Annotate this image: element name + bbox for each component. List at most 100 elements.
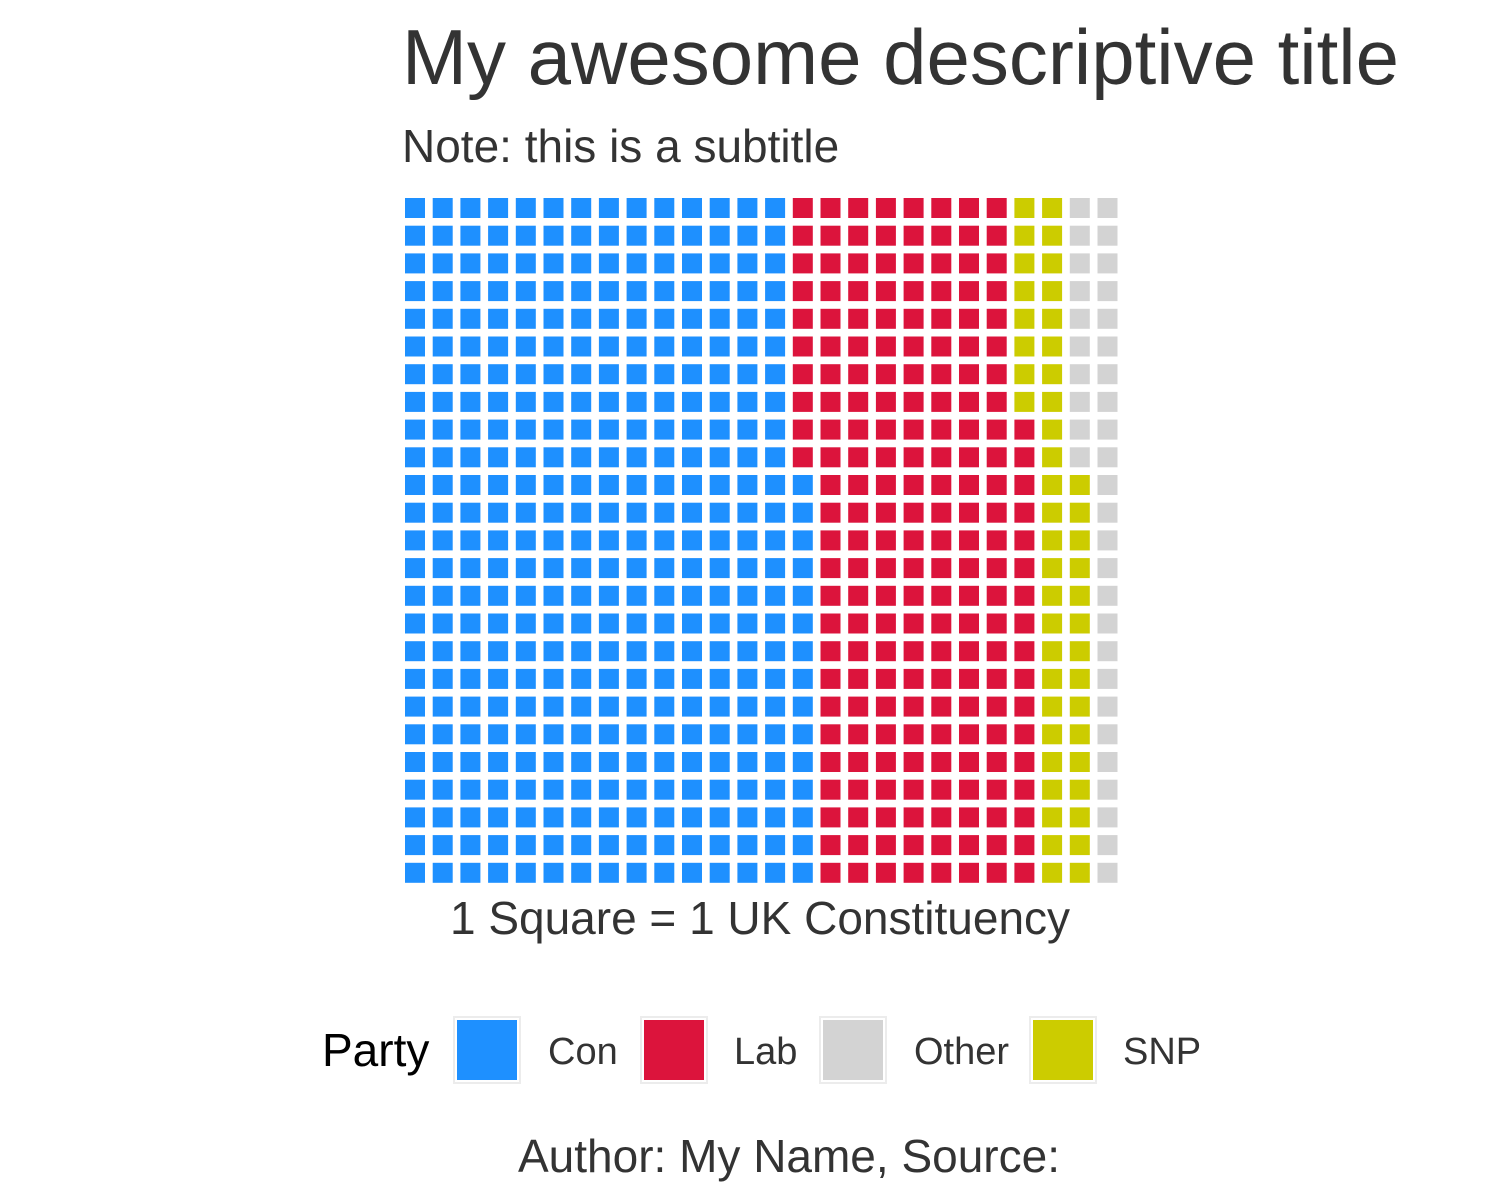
waffle-square-con	[709, 308, 730, 329]
waffle-square-other	[1069, 447, 1090, 468]
waffle-square-lab	[931, 835, 952, 856]
waffle-square-con	[598, 862, 619, 883]
waffle-square-lab	[959, 724, 979, 745]
waffle-square-con	[543, 336, 564, 357]
legend-swatch-other	[823, 1020, 883, 1080]
waffle-square-lab	[931, 585, 952, 606]
waffle-square-con	[432, 835, 453, 856]
waffle-square-lab	[959, 779, 979, 800]
waffle-square-lab	[875, 724, 896, 745]
waffle-square-other	[1097, 724, 1118, 745]
waffle-square-con	[709, 198, 730, 218]
waffle-square-con	[571, 225, 592, 246]
waffle-square-lab	[931, 198, 952, 218]
waffle-square-lab	[903, 502, 924, 523]
waffle-square-lab	[1014, 585, 1035, 606]
waffle-square-lab	[875, 779, 896, 800]
waffle-square-lab	[875, 641, 896, 662]
waffle-square-lab	[903, 198, 924, 218]
waffle-square-lab	[1014, 835, 1035, 856]
waffle-square-lab	[959, 641, 979, 662]
waffle-square-snp	[1069, 502, 1090, 523]
waffle-square-con	[543, 724, 564, 745]
waffle-square-lab	[820, 668, 841, 689]
waffle-square-con	[682, 558, 702, 579]
waffle-square-lab	[931, 281, 952, 302]
waffle-square-con	[765, 668, 786, 689]
waffle-square-lab	[931, 308, 952, 329]
waffle-square-con	[405, 391, 425, 412]
legend-key-lab	[640, 1016, 708, 1084]
waffle-square-lab	[1014, 668, 1035, 689]
waffle-square-con	[515, 835, 536, 856]
waffle-square-con	[598, 475, 619, 495]
waffle-square-con	[598, 502, 619, 523]
waffle-square-lab	[986, 696, 1007, 717]
waffle-square-lab	[820, 530, 841, 551]
waffle-square-snp	[1069, 613, 1090, 634]
waffle-square-con	[488, 419, 509, 440]
waffle-square-con	[598, 419, 619, 440]
waffle-square-con	[682, 724, 702, 745]
waffle-square-con	[709, 558, 730, 579]
waffle-square-con	[709, 752, 730, 772]
legend-title: Party	[322, 1024, 430, 1076]
x-axis-label: 1 Square = 1 UK Constituency	[449, 892, 1071, 944]
waffle-square-con	[543, 225, 564, 246]
waffle-square-lab	[986, 862, 1007, 883]
waffle-square-lab	[820, 779, 841, 800]
waffle-square-lab	[875, 558, 896, 579]
waffle-square-con	[737, 419, 758, 440]
waffle-square-lab	[848, 336, 869, 357]
waffle-square-lab	[959, 613, 979, 634]
waffle-square-con	[571, 364, 592, 385]
waffle-square-lab	[848, 668, 869, 689]
chart-caption: Author: My Name, Source:	[518, 1130, 1060, 1182]
waffle-square-con	[709, 724, 730, 745]
waffle-square-con	[709, 502, 730, 523]
waffle-square-con	[682, 641, 702, 662]
waffle-square-lab	[959, 558, 979, 579]
waffle-square-con	[543, 530, 564, 551]
waffle-square-con	[682, 752, 702, 772]
waffle-square-lab	[986, 779, 1007, 800]
waffle-square-con	[765, 530, 786, 551]
waffle-square-con	[626, 752, 647, 772]
waffle-square-con	[709, 419, 730, 440]
waffle-square-lab	[1014, 641, 1035, 662]
waffle-square-con	[626, 225, 647, 246]
waffle-square-con	[571, 281, 592, 302]
waffle-square-con	[488, 641, 509, 662]
waffle-square-lab	[903, 530, 924, 551]
waffle-square-snp	[1042, 253, 1063, 274]
waffle-square-other	[1097, 585, 1118, 606]
waffle-square-con	[626, 364, 647, 385]
waffle-chart	[405, 198, 1118, 883]
waffle-square-con	[709, 364, 730, 385]
waffle-square-con	[626, 641, 647, 662]
waffle-square-con	[432, 862, 453, 883]
waffle-square-lab	[820, 752, 841, 772]
waffle-square-con	[792, 807, 813, 828]
waffle-square-con	[515, 530, 536, 551]
waffle-square-lab	[986, 391, 1007, 412]
waffle-square-con	[543, 198, 564, 218]
waffle-square-lab	[875, 225, 896, 246]
waffle-square-con	[682, 308, 702, 329]
waffle-square-con	[488, 613, 509, 634]
waffle-square-con	[488, 336, 509, 357]
waffle-square-lab	[986, 530, 1007, 551]
waffle-square-other	[1069, 336, 1090, 357]
waffle-square-lab	[848, 641, 869, 662]
waffle-square-lab	[1014, 419, 1035, 440]
waffle-square-lab	[931, 752, 952, 772]
waffle-square-lab	[792, 447, 813, 468]
waffle-square-con	[488, 502, 509, 523]
waffle-square-con	[626, 336, 647, 357]
waffle-square-other	[1069, 225, 1090, 246]
waffle-square-lab	[1014, 530, 1035, 551]
waffle-square-lab	[903, 558, 924, 579]
waffle-square-lab	[986, 807, 1007, 828]
waffle-square-con	[432, 391, 453, 412]
legend-swatch-con	[457, 1020, 517, 1080]
